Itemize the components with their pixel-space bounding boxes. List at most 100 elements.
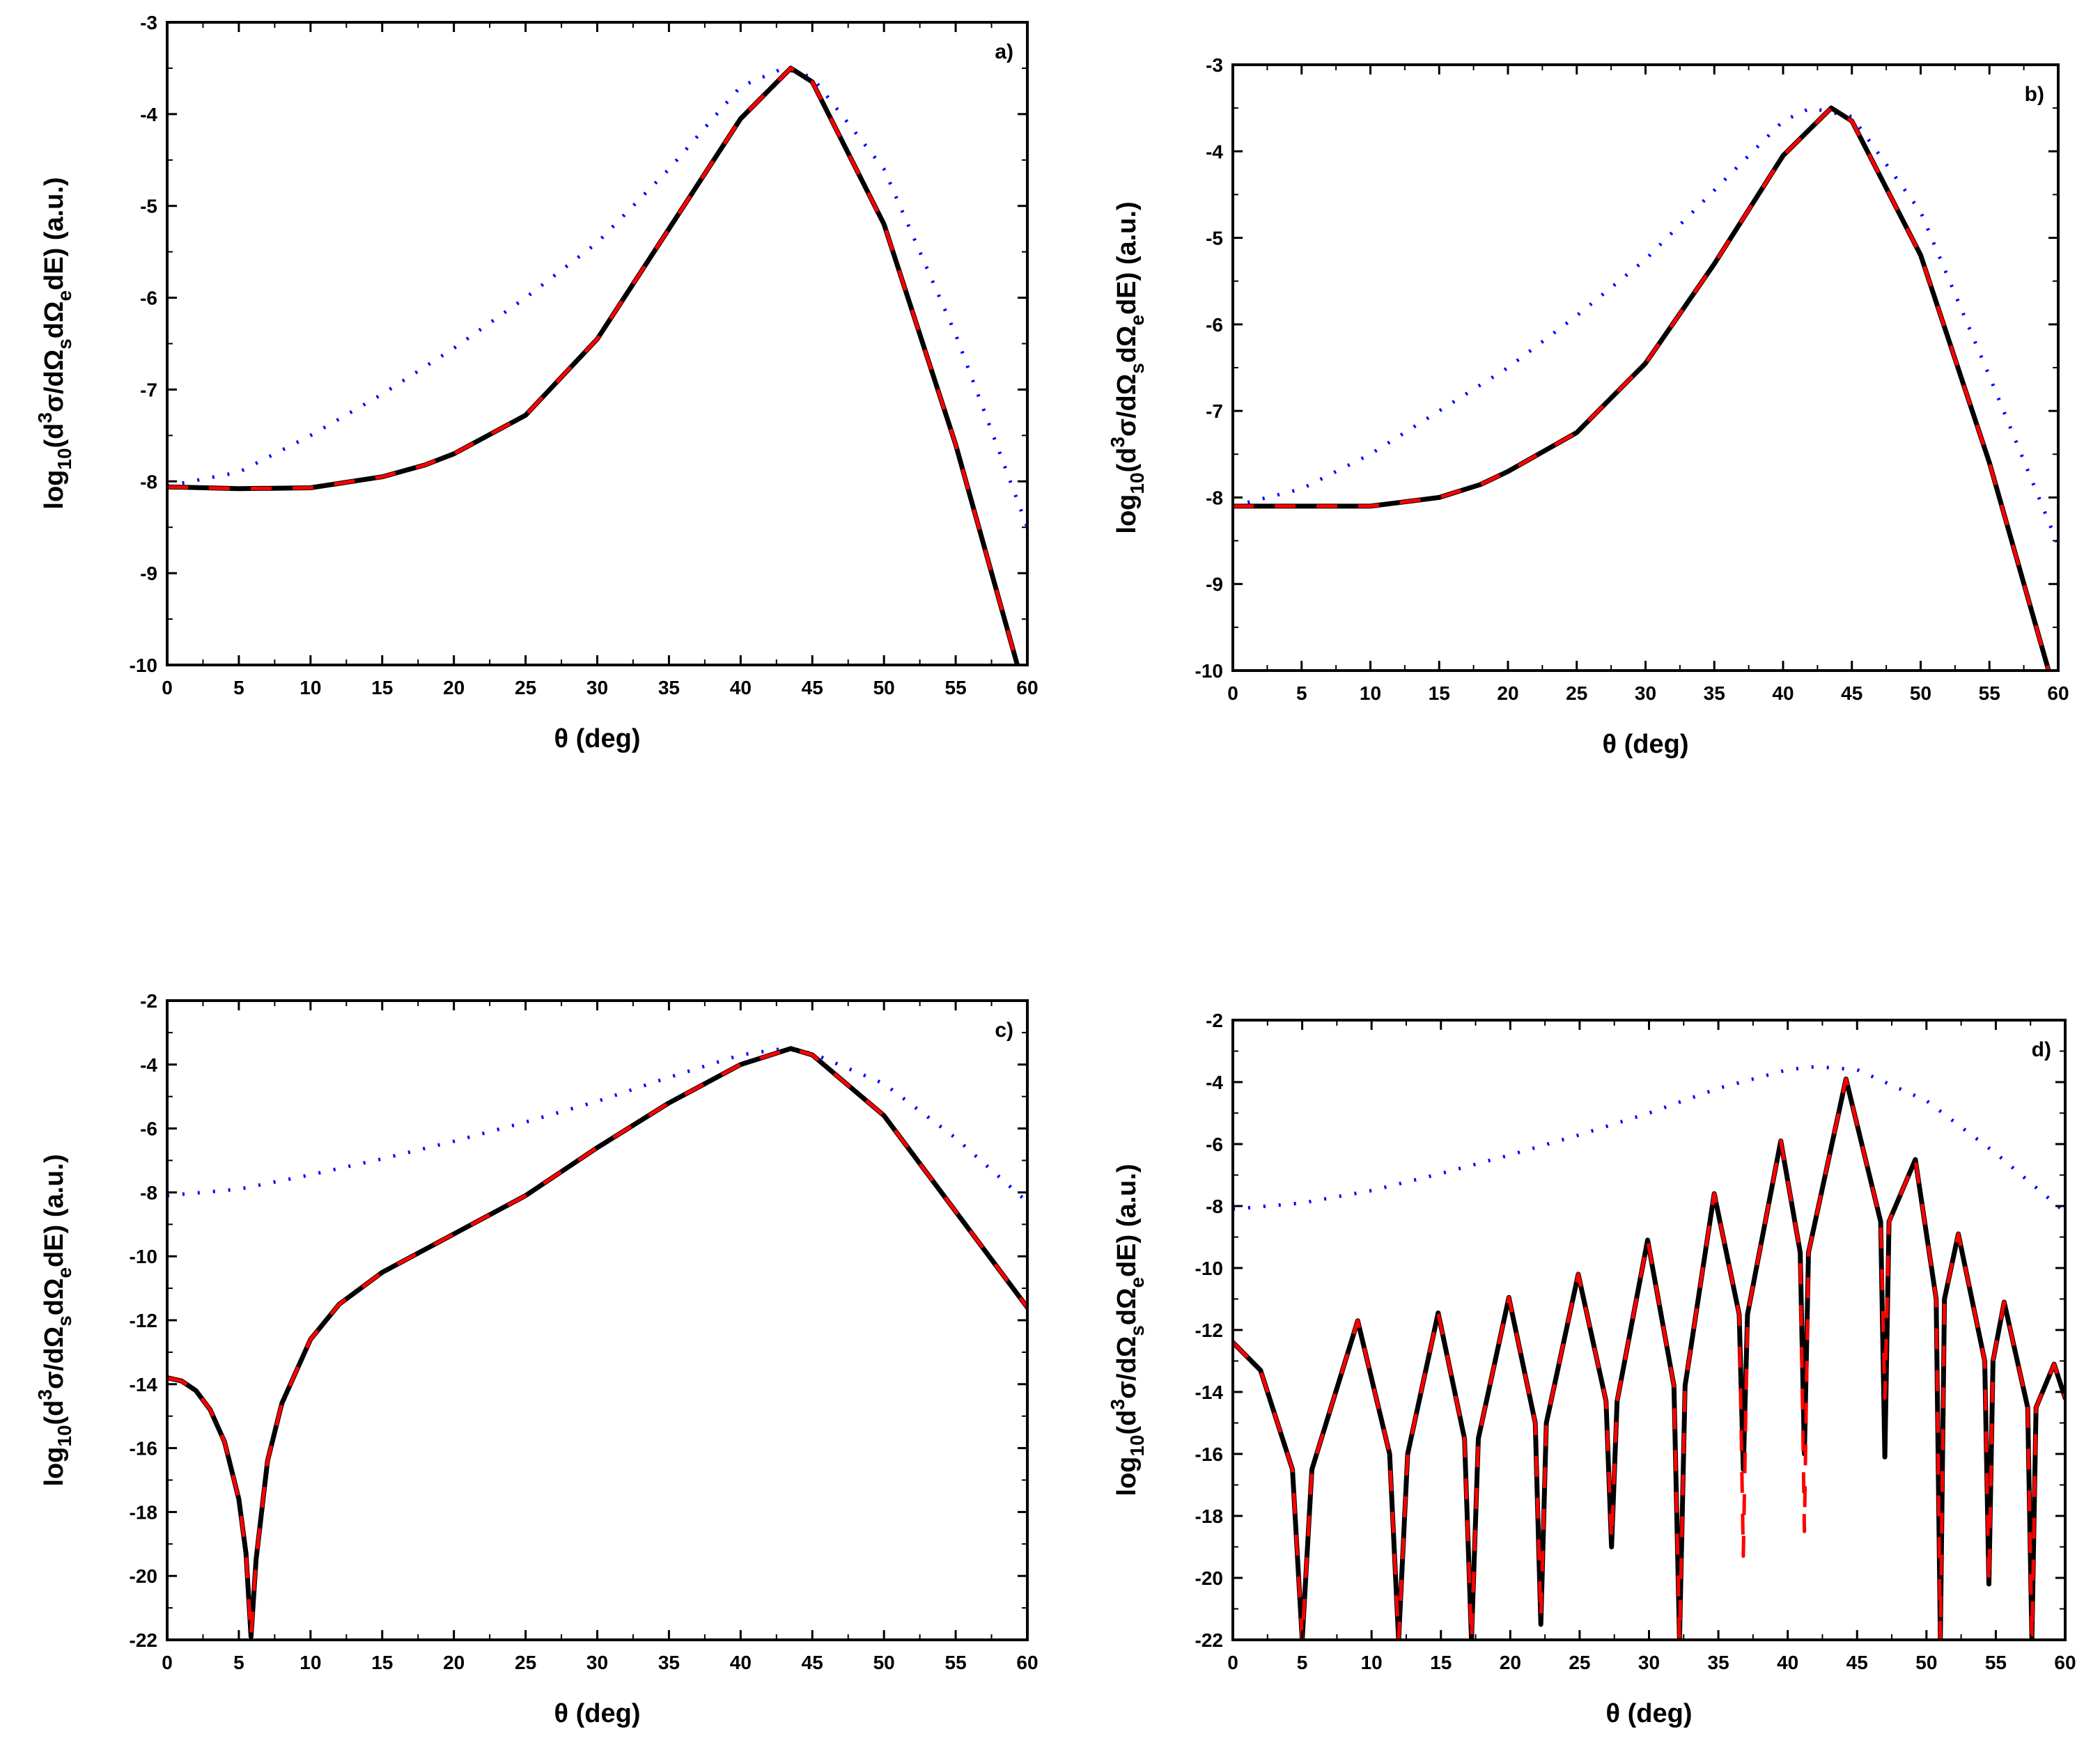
x-tick-label: 40 [730,677,752,698]
x-tick-label: 35 [1704,682,1725,704]
plot-frame [166,21,1029,666]
x-tick-label: 5 [233,1652,244,1673]
x-tick-label: 30 [1635,682,1656,704]
y-tick-label: -7 [1206,400,1223,422]
x-tick-label: 35 [658,677,680,698]
x-tick-label: 30 [586,1652,608,1673]
x-tick-label: 40 [1772,682,1794,704]
x-tick-label: 15 [371,1652,393,1673]
y-tick-label: -2 [1206,1010,1223,1031]
y-tick-label: -6 [1206,314,1223,336]
y-tick-label: -20 [1195,1567,1223,1589]
y-tick-label: -4 [1206,1072,1223,1093]
x-tick-label: 45 [1841,682,1862,704]
plot-frame [1231,63,2060,672]
x-tick-label: 45 [802,1652,823,1673]
series-solid-line [1233,105,2051,671]
x-tick-label: 55 [1985,1652,2007,1673]
y-tick-label: -8 [1206,1196,1223,1217]
x-tick-label: 5 [1296,682,1307,704]
y-tick-label: -16 [130,1438,157,1460]
y-tick-label: -8 [1206,487,1223,508]
y-tick-label: -18 [130,1501,157,1523]
y-tick-label: -12 [1195,1320,1223,1341]
y-tick-label: -4 [1206,141,1223,162]
x-tick-label: 40 [1777,1652,1798,1673]
y-tick-label: -6 [1206,1134,1223,1155]
y-tick-label: -8 [140,471,157,492]
series-dotted-line [167,66,1027,529]
x-tick-label: 10 [300,1652,321,1673]
y-tick-label: -3 [1206,54,1223,76]
y-axis-label: log10(d3σ/dΩsdΩedE) (a.u.) [34,1154,75,1486]
panel-label: c) [995,1019,1013,1042]
x-axis-label: θ (deg) [1603,730,1689,759]
y-tick-label: -8 [140,1182,157,1203]
x-tick-label: 25 [1566,682,1587,704]
y-tick-label: -5 [1206,228,1223,249]
x-tick-label: 5 [1297,1652,1308,1673]
y-tick-label: -20 [130,1565,157,1587]
series-dashed-line [167,1047,1027,1638]
panel-label: a) [995,40,1013,63]
x-tick-label: 10 [1360,682,1381,704]
x-tick-label: 50 [873,677,895,698]
x-tick-label: 40 [730,1652,752,1673]
x-tick-label: 60 [2047,682,2069,704]
x-tick-label: 45 [1846,1652,1868,1673]
y-tick-label: -3 [140,12,157,33]
series-dashed-line [1233,106,2051,671]
chart-panel-4: 0 5 10 15 20 25 30 35 40 45 50 55 60 -22 -20 -18 -16 -14 -… [1107,1010,2076,1728]
series-solid-line [167,65,1020,665]
x-axis-label: θ (deg) [554,1699,641,1728]
y-tick-label: -16 [1195,1443,1223,1465]
x-tick-label: 20 [1500,1652,1521,1673]
x-tick-label: 25 [515,1652,536,1673]
x-tick-label: 20 [1497,682,1518,704]
x-tick-label: 50 [873,1652,895,1673]
x-tick-label: 30 [586,677,608,698]
x-tick-label: 55 [945,677,967,698]
x-tick-label: 30 [1638,1652,1660,1673]
x-tick-label: 0 [1227,682,1238,704]
y-tick-label: -22 [1195,1629,1223,1651]
x-tick-label: 15 [1430,1652,1452,1673]
panel-label: d) [2032,1038,2051,1061]
chart-panel-1: 0 5 10 15 20 25 30 35 40 45 50 55 60 -10 -9 -8 -7 -6 -5 -4 -… [34,12,1039,753]
x-tick-label: 25 [1569,1652,1590,1673]
y-tick-label: -6 [140,288,157,309]
x-tick-label: 55 [1979,682,2000,704]
y-tick-label: -6 [140,1118,157,1140]
y-axis-label: log10(d3σ/dΩsdΩedE) (a.u.) [34,177,75,509]
x-tick-label: 0 [162,677,173,698]
x-tick-label: 20 [443,677,465,698]
y-tick-label: -10 [130,655,157,676]
chart-panel-2: 0 5 10 15 20 25 30 35 40 45 50 55 60 -10 -9 -8 -7 -6 -5 -4 -… [1107,54,2069,759]
x-tick-label: 55 [945,1652,967,1673]
series-dashed-line [167,66,1020,665]
x-tick-label: 60 [2054,1652,2076,1673]
x-tick-label: 35 [658,1652,680,1673]
x-tick-label: 0 [1227,1652,1238,1673]
x-tick-label: 15 [371,677,393,698]
chart-panel-3: 0 5 10 15 20 25 30 35 40 45 50 55 60 -22 -20 -18 -16 -14 -… [34,990,1039,1728]
y-tick-label: -14 [1195,1382,1224,1403]
series-dotted-line [167,1047,1027,1204]
y-tick-label: -18 [1195,1505,1223,1527]
y-axis-label: log10(d3σ/dΩsdΩedE) (a.u.) [1107,1164,1148,1496]
y-tick-label: -4 [140,1054,157,1076]
x-tick-label: 20 [443,1652,465,1673]
plot-frame [166,999,1029,1641]
series-dotted-line [1233,106,2058,546]
x-tick-label: 60 [1016,677,1038,698]
x-axis-label: θ (deg) [554,724,641,753]
x-tick-label: 0 [162,1652,173,1673]
y-tick-label: -22 [130,1629,157,1651]
x-tick-label: 25 [515,677,536,698]
y-tick-label: -7 [140,379,157,400]
x-axis-label: θ (deg) [1606,1699,1693,1728]
x-tick-label: 60 [1016,1652,1038,1673]
x-tick-label: 10 [1361,1652,1383,1673]
x-tick-label: 5 [233,677,244,698]
